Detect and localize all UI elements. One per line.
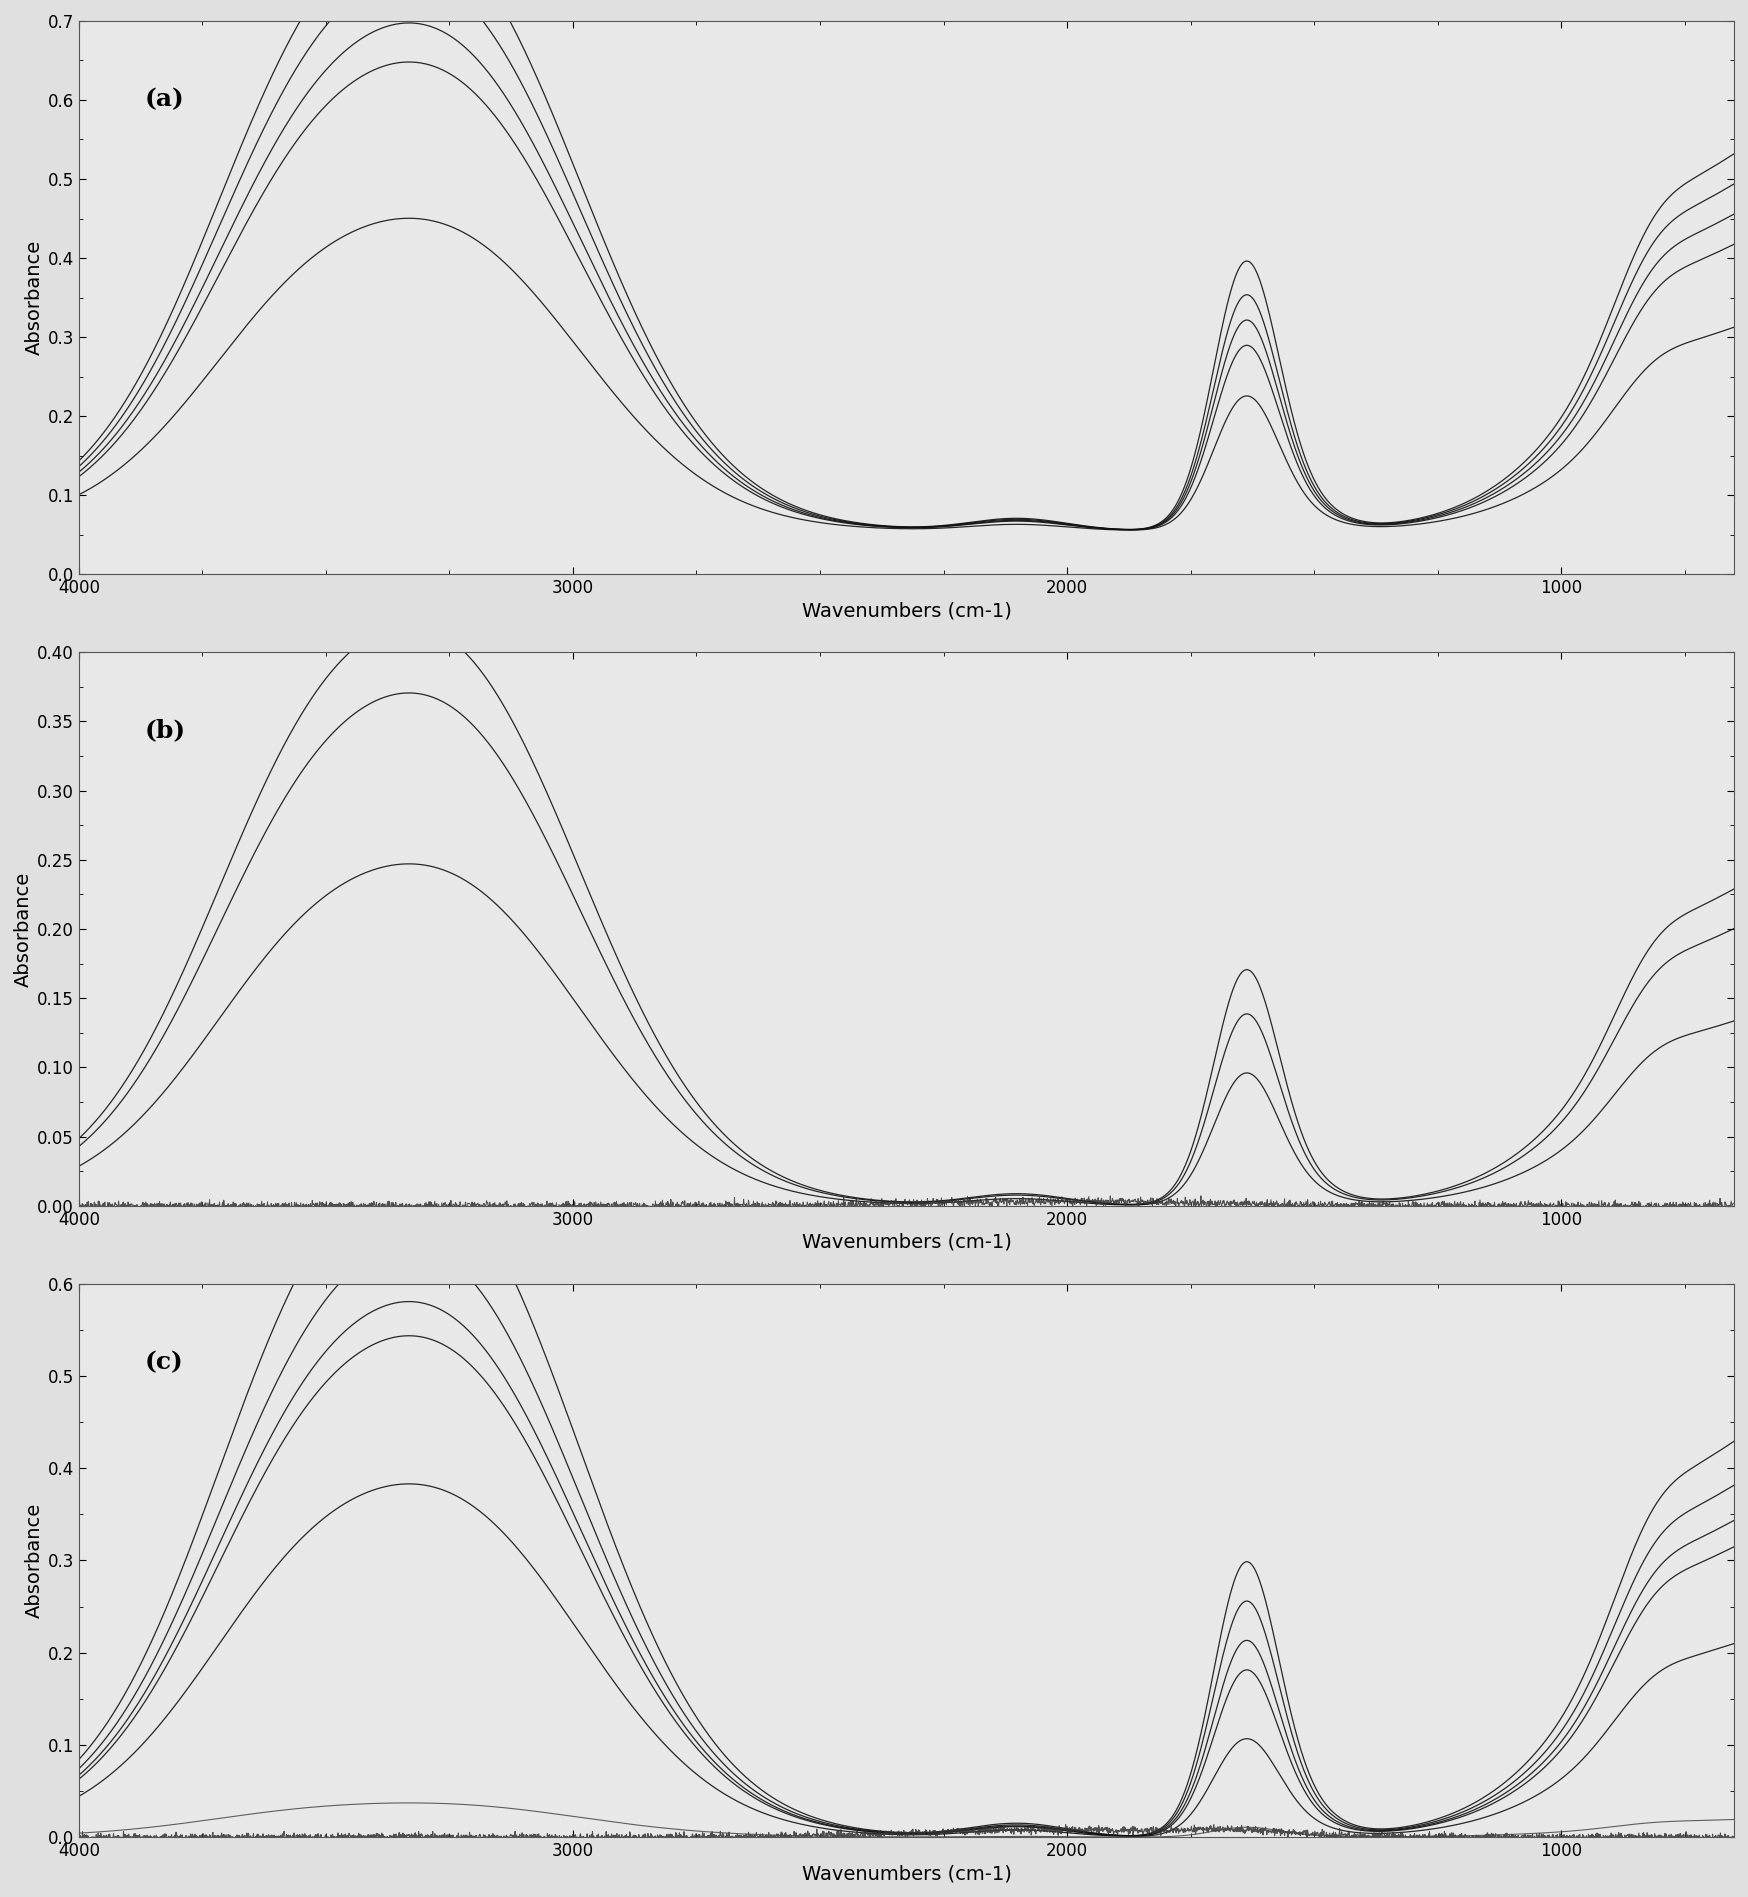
- X-axis label: Wavenumbers (cm-1): Wavenumbers (cm-1): [802, 1233, 1012, 1252]
- Y-axis label: Absorbance: Absorbance: [14, 871, 33, 986]
- Text: (a): (a): [145, 87, 185, 112]
- X-axis label: Wavenumbers (cm-1): Wavenumbers (cm-1): [802, 1865, 1012, 1884]
- X-axis label: Wavenumbers (cm-1): Wavenumbers (cm-1): [802, 601, 1012, 620]
- Text: (c): (c): [145, 1351, 184, 1373]
- Y-axis label: Absorbance: Absorbance: [24, 239, 44, 355]
- Y-axis label: Absorbance: Absorbance: [24, 1502, 44, 1618]
- Text: (b): (b): [145, 719, 185, 744]
